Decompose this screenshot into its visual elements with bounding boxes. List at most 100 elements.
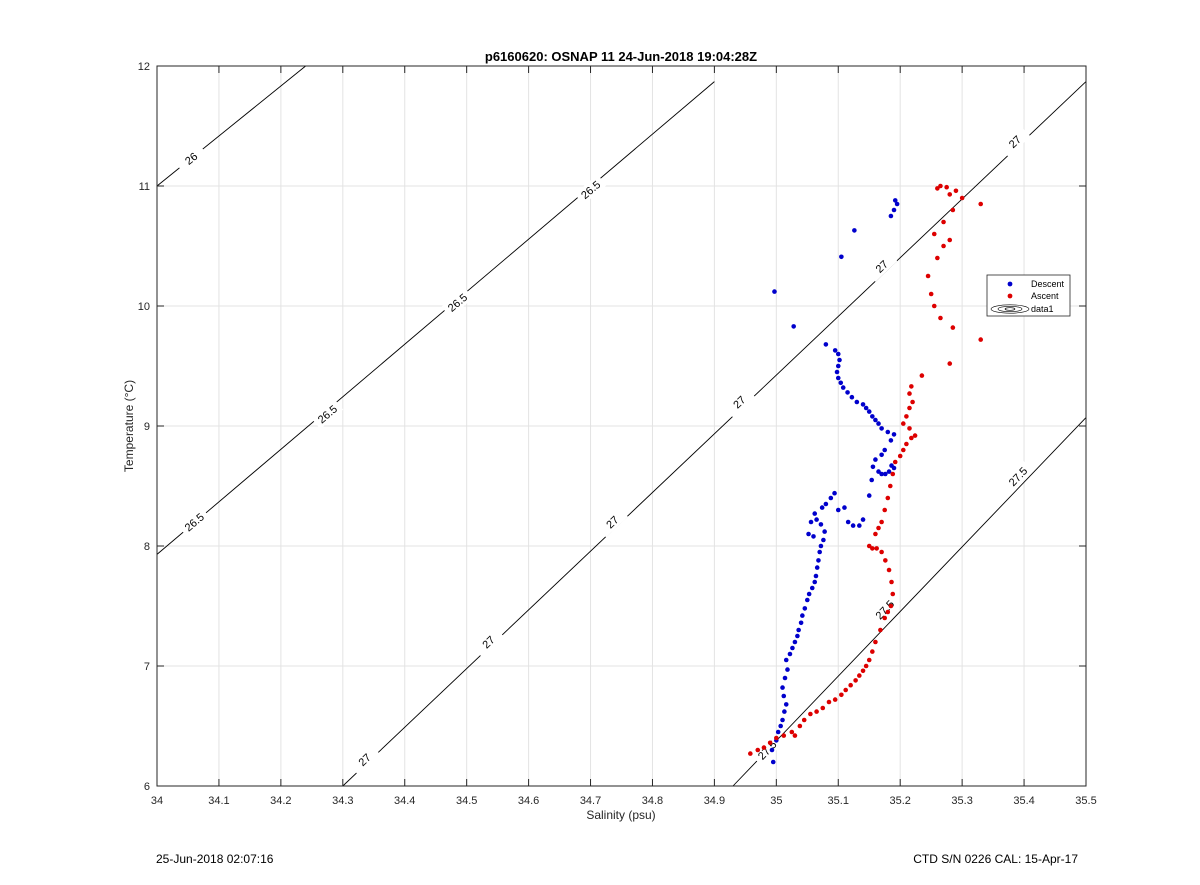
descent-point	[772, 289, 777, 294]
descent-point	[780, 685, 785, 690]
isopycnal-26: 26	[156, 65, 306, 187]
ascent-point	[767, 740, 773, 746]
contour-label-gap	[723, 386, 755, 418]
x-tick-label: 34.2	[270, 795, 291, 807]
contour-label-gap	[596, 506, 628, 538]
y-tick-label: 11	[139, 181, 150, 193]
ascent-point	[897, 453, 903, 459]
ascent-point	[900, 447, 906, 453]
descent-point	[876, 421, 881, 426]
descent-point	[835, 363, 841, 369]
ascent-point	[907, 405, 912, 411]
descent-point	[791, 324, 796, 329]
descent-point	[863, 405, 869, 411]
descent-point	[873, 417, 878, 423]
descent-point	[814, 517, 819, 522]
x-tick-label: 35.4	[1013, 795, 1034, 807]
ascent-point	[792, 733, 798, 738]
x-tick-label: 34.3	[332, 795, 353, 807]
descent-point	[806, 531, 811, 537]
ascent-point	[978, 337, 984, 342]
ascent-point	[866, 543, 872, 549]
ascent-point	[860, 668, 866, 674]
descent-point	[796, 627, 801, 633]
descent-point	[835, 351, 841, 357]
ascent-point	[888, 603, 894, 609]
descent-point	[860, 402, 866, 407]
ascent-point	[947, 237, 953, 243]
ascent-point	[876, 525, 881, 531]
y-tick-label: 7	[144, 661, 150, 673]
y-tick-label: 9	[144, 421, 150, 433]
descent-point	[787, 651, 793, 657]
descent-point	[883, 471, 888, 477]
ascent-point	[879, 549, 884, 555]
ascent-point	[931, 231, 937, 237]
contour-label-gap	[1002, 460, 1034, 493]
descent-point	[850, 523, 856, 528]
x-tick-label: 34.9	[704, 795, 725, 807]
ascent-point	[755, 747, 761, 753]
descent-series	[769, 198, 900, 765]
ascent-point	[761, 745, 767, 750]
x-tick-label: 34.6	[518, 795, 539, 807]
descent-point	[775, 729, 781, 735]
descent-point	[828, 495, 834, 501]
ascent-point	[774, 735, 779, 741]
contour-label-gap	[311, 398, 344, 430]
y-tick-label: 10	[138, 301, 150, 313]
ascent-point	[878, 627, 883, 633]
ascent-point	[909, 435, 914, 441]
contour-icon	[990, 304, 1030, 314]
descent-point	[870, 414, 875, 419]
ascent-point	[870, 649, 875, 654]
descent-point	[805, 597, 810, 603]
descent-point	[892, 198, 898, 203]
descent-point	[808, 519, 814, 525]
descent-point	[857, 523, 862, 528]
ascent-point	[919, 373, 925, 378]
descent-point	[891, 465, 897, 471]
contour-label-gap	[999, 126, 1031, 157]
descent-point	[795, 633, 800, 639]
ascent-point	[947, 361, 953, 366]
descent-point	[778, 723, 783, 729]
x-axis-ticks: 34 34.1 34.2 34.3 34.4 34.5 34.6 34.7 34.8 34.9 35…	[151, 66, 1097, 807]
ascent-point	[907, 426, 912, 431]
descent-point	[823, 342, 829, 347]
contour-label-gap	[472, 626, 505, 658]
ascent-point	[978, 201, 984, 207]
print-timestamp: 25-Jun-2018 02:07:16	[156, 852, 274, 866]
legend-marker-descent	[1007, 281, 1013, 287]
ascent-point	[904, 414, 909, 419]
ascent-point	[781, 733, 787, 738]
ascent-point	[882, 615, 888, 621]
x-tick-label: 34	[151, 795, 163, 807]
descent-point	[792, 639, 798, 645]
ascent-point	[950, 207, 956, 213]
instrument-info: CTD S/N 0226 CAL: 15-Apr-17	[913, 852, 1078, 866]
ascent-point	[935, 255, 940, 261]
descent-point	[822, 529, 827, 534]
descent-point	[870, 464, 876, 470]
descent-point	[835, 507, 841, 513]
ascent-point	[910, 399, 915, 405]
descent-point	[832, 490, 837, 496]
descent-point	[785, 667, 790, 672]
descent-point	[783, 657, 789, 663]
descent-point	[812, 511, 818, 516]
descent-point	[885, 429, 891, 435]
descent-point	[780, 717, 785, 723]
descent-point	[783, 702, 789, 707]
y-tick-label: 6	[144, 781, 150, 793]
legend-box	[986, 274, 1071, 317]
ascent-point	[900, 421, 906, 426]
ascent-point	[912, 433, 918, 438]
descent-point	[782, 709, 787, 714]
x-axis-label: Salinity (psu)	[586, 808, 655, 822]
descent-point	[888, 213, 894, 219]
descent-point	[860, 517, 866, 522]
ascent-point	[941, 219, 946, 225]
ascent-point	[797, 723, 803, 729]
